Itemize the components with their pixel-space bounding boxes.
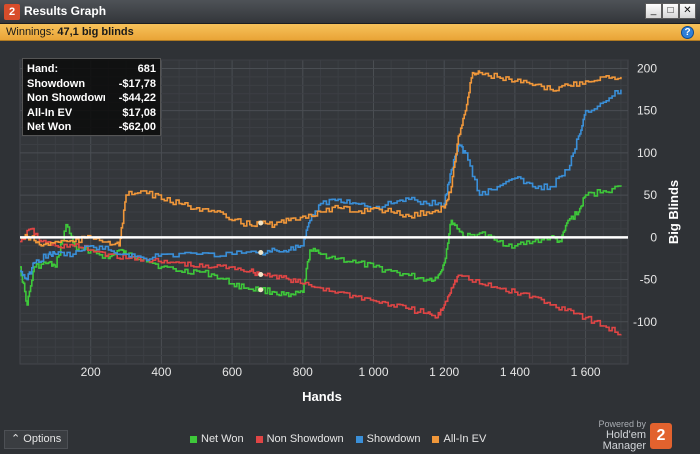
tooltip-row: Non Showdown -$44,22 — [27, 91, 156, 106]
legend-label: Net Won — [201, 433, 244, 445]
x-tick-label: 1 000 — [358, 365, 388, 379]
help-icon[interactable]: ? — [681, 26, 694, 39]
series-line-net-won — [20, 185, 622, 306]
series-line-all-in-ev — [20, 70, 622, 247]
powered-by: Powered by Hold'em Manager — [560, 419, 646, 452]
y-tick-label: 200 — [637, 61, 657, 75]
minimize-icon[interactable]: _ — [645, 3, 662, 19]
tooltip-key: Non Showdown — [27, 92, 105, 105]
tooltip-row: All-In EV $17,08 — [27, 106, 156, 121]
x-tick-label: 1 600 — [571, 365, 601, 379]
hover-point — [258, 271, 264, 277]
close-icon[interactable]: ✕ — [679, 3, 696, 19]
tooltip-value: -$17,78 — [118, 77, 156, 90]
legend-label: All-In EV — [443, 433, 487, 445]
brand-name: Hold'em Manager — [602, 429, 646, 452]
hand-tooltip: Hand: 681 Showdown -$17,78 Non Showdown -$44,… — [22, 58, 161, 136]
y-tick-label: 0 — [650, 230, 657, 244]
tooltip-value: -$62,00 — [118, 121, 156, 134]
tooltip-key: Showdown — [27, 77, 86, 90]
title-bar: 2 Results Graph _ □ ✕ — [0, 0, 700, 24]
legend-label: Non Showdown — [266, 433, 344, 445]
maximize-icon[interactable]: □ — [662, 3, 679, 19]
legend-swatch — [432, 435, 440, 443]
x-tick-label: 600 — [222, 365, 242, 379]
x-axis-label: Hands — [302, 389, 342, 404]
y-axis-label: Big Blinds — [666, 180, 681, 244]
legend-swatch — [355, 435, 363, 443]
tooltip-value: -$44,22 — [118, 92, 156, 105]
x-tick-label: 1 400 — [500, 365, 530, 379]
series-line-showdown — [20, 89, 622, 281]
tooltip-row: Hand: 681 — [27, 62, 156, 77]
winnings-text: Winnings: — [6, 26, 58, 38]
x-tick-label: 800 — [293, 365, 313, 379]
winnings-label: Winnings: 47,1 big blinds — [6, 26, 134, 38]
tooltip-row: Net Won -$62,00 — [27, 120, 156, 135]
hover-point — [258, 220, 264, 226]
x-tick-label: 400 — [151, 365, 171, 379]
winnings-value: 47,1 big blinds — [57, 26, 134, 38]
legend-item[interactable]: Net Won — [190, 432, 244, 446]
y-tick-label: 100 — [637, 146, 657, 160]
hover-point — [258, 250, 264, 256]
legend-swatch — [190, 435, 197, 443]
y-tick-label: 150 — [637, 104, 657, 118]
legend-item[interactable]: All-In EV — [432, 432, 486, 446]
x-tick-label: 1 200 — [429, 365, 459, 379]
options-button[interactable]: ⌃ Options — [4, 430, 68, 449]
tooltip-row: Showdown -$17,78 — [27, 77, 156, 92]
hover-point — [258, 287, 264, 293]
tooltip-value: 681 — [137, 63, 156, 75]
y-tick-label: -100 — [633, 315, 657, 329]
tooltip-key: Net Won — [27, 121, 72, 134]
tooltip-value: $17,08 — [122, 106, 156, 119]
app-logo-icon: 2 — [4, 4, 20, 20]
legend-label: Showdown — [366, 433, 421, 445]
window-title: Results Graph — [24, 4, 107, 18]
legend-swatch — [255, 435, 263, 443]
x-tick-label: 200 — [81, 365, 101, 379]
tooltip-key: All-In EV — [27, 106, 73, 119]
legend-item[interactable]: Showdown — [355, 432, 421, 446]
chevron-up-icon: ⌃ — [11, 433, 21, 445]
winnings-bar: Winnings: 47,1 big blinds ? — [0, 24, 700, 41]
y-tick-label: -50 — [640, 273, 658, 287]
options-label: Options — [23, 433, 62, 445]
legend-item[interactable]: Non Showdown — [255, 432, 344, 446]
powered-by-text: Powered by — [598, 419, 646, 429]
tooltip-key: Hand: — [27, 63, 59, 75]
y-tick-label: 50 — [644, 188, 658, 202]
hm-logo-icon: 2 — [650, 423, 672, 449]
chart-legend: Net Won Non Showdown Showdown All-In EV — [190, 432, 486, 446]
